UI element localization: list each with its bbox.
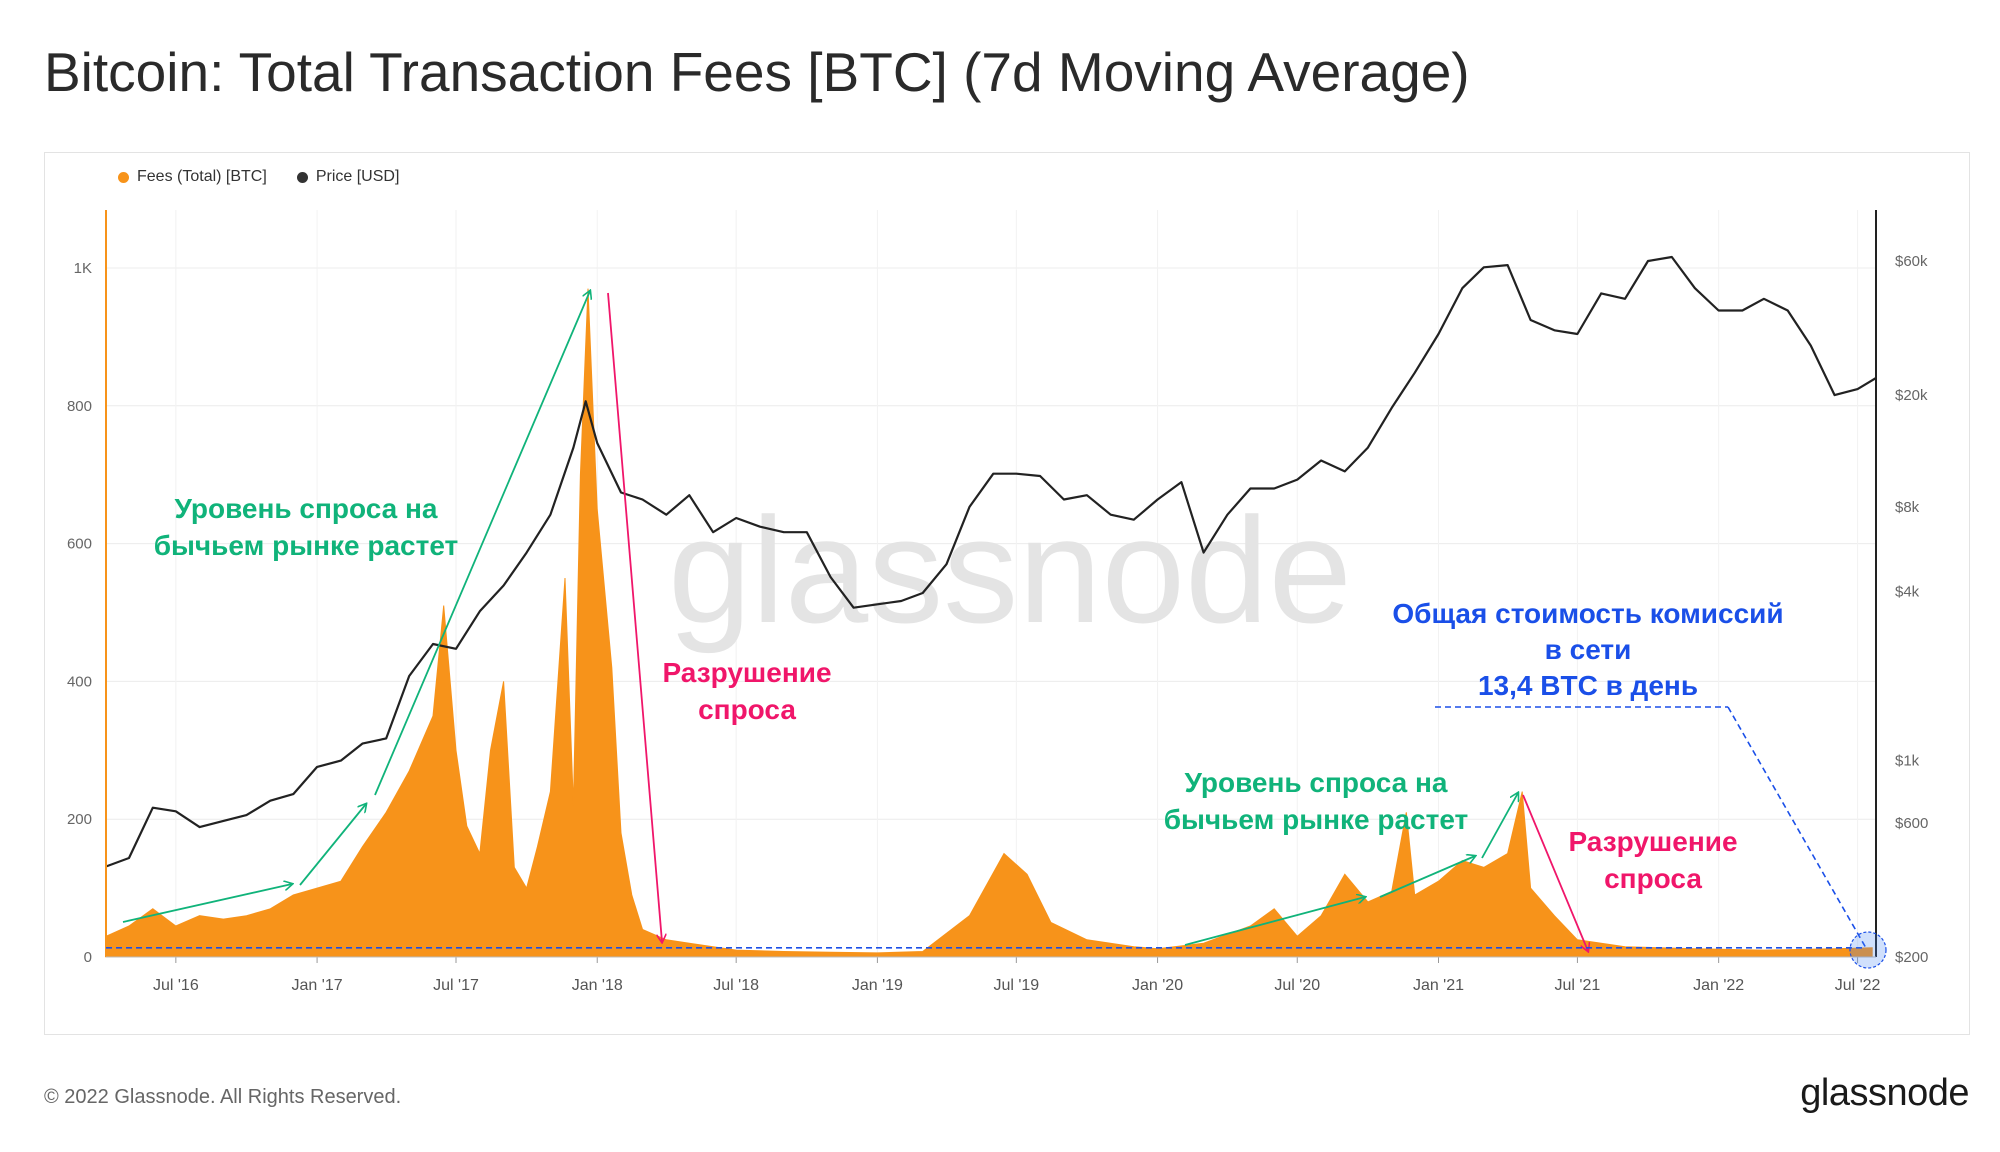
price-series-line [105,255,1877,868]
y-right-tick-label: $200 [1895,949,1928,966]
y-right-tick-label: $8k [1895,499,1920,516]
x-tick-label: Jul '22 [1835,977,1881,994]
legend-label-fees: Fees (Total) [BTC] [137,168,267,185]
y-left-tick-label: 0 [84,949,92,966]
label-demand-up-1: Уровень спроса на [175,493,438,524]
arrow-up-2a [1184,897,1365,946]
label-demand-down-1: спроса [698,694,796,725]
arrow-down-1 [607,292,662,942]
label-fees-note: в сети [1545,634,1632,665]
x-tick-label: Jan '20 [1132,977,1183,994]
label-demand-up-1: бычьем рынке растет [154,530,459,561]
fees-area [105,288,1873,958]
x-tick-label: Jan '17 [292,977,343,994]
watermark: glassnode [668,486,1352,654]
legend-dot-fees [118,171,129,183]
y-left-tick-label: 400 [67,673,92,690]
label-demand-down-2: Разрушение [1568,826,1737,857]
y-right-tick-label: $4k [1895,583,1920,600]
legend-dot-price [296,171,308,183]
arrow-up-1c [374,291,590,796]
chart-title: Bitcoin: Total Transaction Fees [BTC] (7… [44,41,1470,103]
arrow-down-2 [1522,794,1588,951]
y-left-tick-label: 600 [67,536,92,553]
arrow-up-2b [1379,856,1475,898]
brand-logo: glassnode [1800,1072,1969,1114]
axes: 0 200 400 600 800 1K $200 $600 $1k $4k $8k $20k $60k… [67,210,1928,994]
x-tick-label: Jan '18 [572,977,623,994]
arrow-up-2c [1481,793,1518,859]
current-fees-highlight-circle [1849,931,1887,969]
legend-item-fees[interactable]: Fees (Total) [BTC] [118,168,267,186]
fees-series-area [105,288,1873,958]
annotations: Уровень спроса на бычьем рынке растет Разр… [106,291,1887,969]
legend: Fees (Total) [BTC] Price [USD] [118,168,399,186]
x-tick-label: Jan '22 [1693,977,1744,994]
note-dashed-pointer [1727,706,1867,949]
x-tick-label: Jan '19 [852,977,903,994]
label-demand-down-2: спроса [1604,863,1702,894]
y-left-tick-label: 200 [67,811,92,828]
x-tick-label: Jul '19 [993,977,1039,994]
x-tick-label: Jan '21 [1413,977,1464,994]
y-left-tick-label: 800 [67,398,92,415]
label-fees-note: Общая стоимость комиссий [1392,598,1783,629]
label-demand-up-2: Уровень спроса на [1185,767,1448,798]
x-tick-label: Jul '16 [153,977,199,994]
arrow-up-1a [122,884,292,923]
x-tick-label: Jul '20 [1274,977,1320,994]
copyright: © 2022 Glassnode. All Rights Reserved. [44,1086,402,1108]
y-right-tick-label: $600 [1895,815,1928,832]
chart-panel [44,152,1970,1035]
price-line [105,255,1877,868]
y-right-tick-label: $60k [1895,253,1928,270]
arrow-up-1b [299,804,366,886]
y-right-tick-label: $1k [1895,753,1920,770]
legend-label-price: Price [USD] [315,168,400,185]
x-tick-label: Jul '17 [433,977,479,994]
label-fees-note: 13,4 BTC в день [1478,670,1698,701]
x-tick-label: Jul '21 [1555,977,1601,994]
label-demand-up-2: бычьем рынке растет [1164,804,1469,835]
y-right-tick-label: $20k [1895,387,1928,404]
legend-item-price[interactable]: Price [USD] [296,168,400,186]
x-tick-label: Jul '18 [713,977,759,994]
label-demand-down-1: Разрушение [662,657,831,688]
y-left-tick-label: 1K [74,260,92,277]
